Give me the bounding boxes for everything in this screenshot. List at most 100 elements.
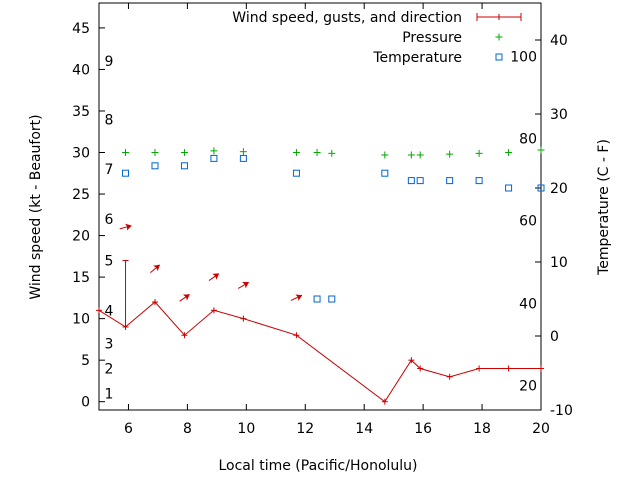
legend-label-temperature: Temperature (372, 50, 462, 66)
temperature-point (151, 162, 159, 170)
wind-point (96, 307, 102, 314)
fahrenheit-label: 20 (519, 379, 537, 395)
wind-arrow-head (153, 264, 160, 272)
temperature-point (328, 295, 336, 303)
wind-point (181, 332, 188, 339)
temperature-point (180, 162, 188, 170)
wind-arrow (290, 294, 303, 301)
wind-arrow-head (212, 273, 220, 280)
temperature-point (505, 184, 513, 192)
wind-point (293, 332, 300, 339)
pressure-point (407, 151, 415, 159)
legend-key-pressure (495, 33, 503, 41)
pressure-point (210, 147, 218, 155)
temperature-point (122, 169, 130, 177)
legend: Wind speed, gusts, and direction Pressur… (232, 10, 522, 66)
pressure-point (537, 146, 545, 154)
temperature-point (313, 295, 321, 303)
pressure-point (313, 149, 321, 157)
wind-point (240, 315, 247, 322)
pressure-point (151, 149, 159, 157)
beaufort-label: 5 (105, 253, 114, 269)
fahrenheit-label: 40 (519, 296, 537, 312)
beaufort-label: 9 (105, 54, 114, 70)
x-tick-label: 18 (473, 421, 491, 437)
wind-arrow (119, 223, 132, 231)
pressure-point (239, 148, 247, 156)
temperature-point (475, 177, 483, 185)
beaufort-label: 2 (105, 361, 114, 377)
pressure-point (416, 151, 424, 159)
wind-arrow-head (295, 294, 303, 301)
y-left-tick-label: 45 (72, 21, 90, 37)
beaufort-label: 4 (105, 303, 114, 319)
wind-point (151, 299, 158, 306)
temperature-point (407, 177, 415, 185)
wind-arrow (208, 273, 220, 281)
wind-arrow (179, 294, 190, 302)
pressure-point (180, 149, 188, 157)
wind-arrow (150, 264, 160, 274)
y-left-tick-label: 5 (81, 353, 90, 369)
wind-point (408, 357, 415, 364)
temperature-point (239, 154, 247, 162)
gust-bars (122, 259, 129, 327)
y-left-tick-label: 10 (72, 312, 90, 328)
pressure-series (122, 146, 545, 159)
y-right-tick-label: 10 (550, 255, 568, 271)
fahrenheit-label: 60 (519, 214, 537, 230)
wind-arrow-head (125, 223, 132, 231)
legend-wind-marker (496, 14, 502, 20)
legend-label-wind: Wind speed, gusts, and direction (232, 10, 462, 26)
temperature-series (122, 154, 545, 303)
temperature-point (292, 169, 300, 177)
x-axis-label: Local time (Pacific/Honolulu) (218, 458, 417, 474)
pressure-point (292, 149, 300, 157)
wind-arrow-head (182, 294, 190, 301)
temperature-point (416, 177, 424, 185)
wind-point (476, 365, 483, 372)
wind-point (505, 365, 512, 372)
wind-point (446, 373, 453, 380)
left-y-axis-label: Wind speed (kt - Beaufort) (28, 114, 44, 299)
left-y-axis: 0 5 10 15 20 25 30 35 40 45 (72, 21, 105, 411)
fahrenheit-label: 100 (510, 49, 537, 65)
x-tick-label: 8 (183, 421, 192, 437)
pressure-point (328, 149, 336, 157)
y-right-tick-label: -10 (550, 403, 573, 419)
y-left-tick-label: 30 (72, 146, 90, 162)
temperature-point (210, 154, 218, 162)
y-left-tick-label: 0 (81, 395, 90, 411)
pressure-point (381, 151, 389, 159)
x-tick-label: 10 (237, 421, 255, 437)
wind-arrow (237, 281, 250, 289)
pressure-point (122, 149, 130, 157)
x-tick-label: 16 (414, 421, 432, 437)
legend-key-wind (476, 13, 522, 21)
y-left-tick-label: 35 (72, 104, 90, 120)
y-right-tick-label: 0 (550, 329, 559, 345)
legend-temperature-marker (495, 53, 503, 61)
beaufort-scale: 1 2 3 4 5 6 7 8 9 (105, 54, 114, 402)
wind-point (538, 365, 544, 372)
temperature-point (446, 177, 454, 185)
beaufort-label: 8 (105, 112, 114, 128)
y-left-tick-label: 20 (72, 229, 90, 245)
y-left-tick-label: 15 (72, 270, 90, 286)
pressure-point (475, 149, 483, 157)
legend-pressure-marker (495, 33, 503, 41)
y-left-tick-label: 25 (72, 187, 90, 203)
x-tick-label: 14 (355, 421, 373, 437)
temperature-point (537, 184, 545, 192)
wind-point (417, 365, 424, 372)
beaufort-label: 7 (105, 162, 114, 178)
wind-point (210, 307, 217, 314)
wind-line (98, 301, 541, 403)
legend-key-temperature (495, 53, 503, 61)
wind-point (381, 398, 388, 405)
y-right-tick-label: 30 (550, 107, 568, 123)
legend-label-pressure: Pressure (402, 30, 462, 46)
pressure-point (505, 149, 513, 157)
x-tick-label: 6 (124, 421, 133, 437)
